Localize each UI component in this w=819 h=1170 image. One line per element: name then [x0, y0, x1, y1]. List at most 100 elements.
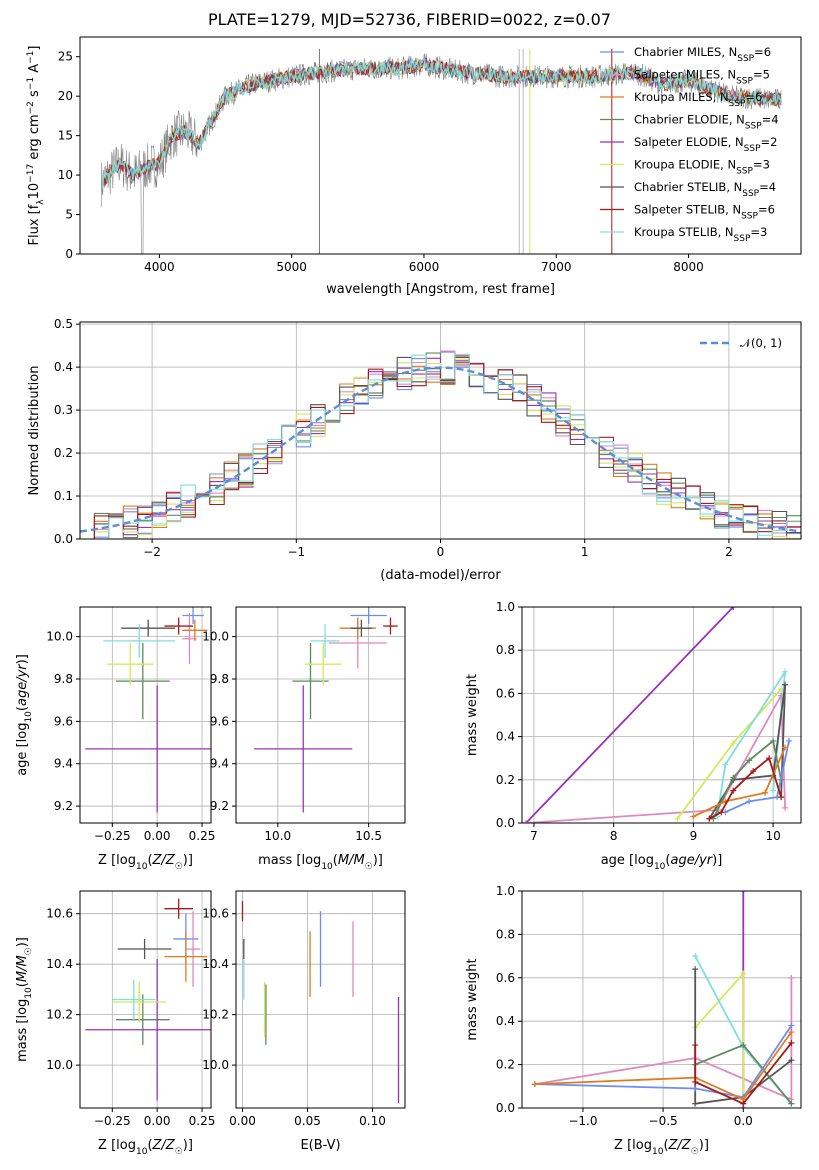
- y-tick-label: 0.5: [54, 317, 73, 331]
- weight-marker-kroupa_elodie: [740, 970, 747, 977]
- weight-line-chabrier_miles: [724, 740, 790, 814]
- x-axis-label: Z [log10(Z/Z☉)]: [98, 1138, 193, 1157]
- y-tick-label: 0.0: [496, 1101, 515, 1115]
- chart-spectrum: 4000 5000 6000 7000 8000 0 5 10 15 20 25 Chabrier M…: [26, 36, 802, 297]
- weight-line-kroupa_miles: [534, 1031, 793, 1101]
- legend-entry: Kroupa ELODIE, NSSP=3: [634, 158, 770, 177]
- weight-marker-kroupa_miles: [690, 813, 697, 820]
- weight-marker-kroupa_miles: [788, 1029, 795, 1036]
- weight-marker-kroupa_miles: [531, 1081, 538, 1088]
- y-tick-label: 9.6: [210, 714, 229, 728]
- normal-curve: [80, 366, 801, 533]
- legend-entry: 𝒩(0, 1): [740, 336, 782, 350]
- weight-marker-chabrier_miles: [788, 1022, 795, 1029]
- weight-marker-kroupa_elodie: [730, 740, 737, 747]
- y-tick-label: 9.2: [54, 799, 73, 813]
- x-axis-label: Z [log10(Z/Z☉)]: [98, 853, 193, 872]
- y-tick-label: 10.2: [202, 1008, 229, 1022]
- y-tick-label: 10.0: [46, 1058, 73, 1072]
- y-tick-label: 9.8: [210, 672, 229, 686]
- y-tick-label: 10.4: [202, 957, 229, 971]
- x-tick-label: 10.0: [264, 829, 291, 843]
- x-axis-label: mass [log10(M/M☉)]: [258, 853, 383, 872]
- y-tick-label: 10.0: [46, 630, 73, 644]
- weight-marker-kroupa_stelib: [782, 668, 789, 675]
- x-axis-label: Z [log10(Z/Z☉)]: [614, 1138, 709, 1157]
- y-axis-label: mass [log10(M/M☉)]: [15, 937, 34, 1062]
- y-tick-label: 0.8: [496, 643, 515, 657]
- x-tick-label: 5000: [276, 260, 307, 274]
- plot-area: [80, 891, 211, 1108]
- y-tick-label: 0.2: [54, 446, 73, 460]
- y-axis-label: age [log10(age/yr)]: [15, 654, 34, 776]
- x-tick-label: 0: [437, 545, 445, 559]
- x-axis-label: age [log10(age/yr)]: [601, 853, 723, 872]
- weight-marker-kroupa_stelib: [692, 953, 699, 960]
- x-tick-label: 0.0: [734, 1114, 753, 1128]
- x-tick-label: 2: [725, 545, 733, 559]
- legend-entry: Chabrier ELODIE, NSSP=4: [634, 113, 779, 132]
- axes-frame: [79, 606, 212, 824]
- weight-line-chabrier_stelib: [708, 684, 786, 820]
- chart-age_vs_Z: −0.25 0.00 0.25 9.2 9.4 9.6 9.8 10.0 Z [log10(Z/…: [15, 606, 216, 872]
- weight-marker-chabrier_elodie: [770, 737, 777, 744]
- weight-marker-kroupa_stelib: [770, 787, 777, 794]
- y-tick-label: 10.4: [46, 957, 73, 971]
- axes-frame: [235, 890, 406, 1109]
- y-tick-label: 25: [58, 50, 73, 64]
- x-tick-label: −0.25: [94, 1114, 131, 1128]
- model-spectrum-kroupa_stelib: [101, 57, 782, 189]
- x-axis-label: E(B-V): [300, 1138, 340, 1153]
- y-tick-label: 10.0: [202, 1058, 229, 1072]
- weight-marker-chabrier_elodie: [730, 774, 737, 781]
- weight-marker-salpeter_stelib: [740, 1100, 747, 1107]
- weight-marker-chabrier_stelib: [692, 966, 699, 973]
- x-tick-label: 0.25: [189, 829, 216, 843]
- weight-line-salpeter_miles: [525, 692, 786, 823]
- weight-marker-salpeter_stelib: [692, 1042, 699, 1049]
- plot-area: [80, 607, 211, 823]
- axes-frame: [521, 890, 802, 1109]
- weight-marker-chabrier_stelib: [782, 681, 789, 688]
- weight-marker-salpeter_stelib: [766, 755, 773, 762]
- x-tick-label: 0.00: [229, 1114, 256, 1128]
- y-tick-label: 10.6: [46, 907, 73, 921]
- weight-marker-chabrier_miles: [692, 1085, 699, 1092]
- y-tick-label: 10.2: [46, 1008, 73, 1022]
- chart-mass_vs_Z: −0.25 0.00 0.25 10.0 10.2 10.4 10.6 Z [log10(Z/…: [15, 890, 216, 1157]
- y-tick-label: 0.1: [54, 489, 73, 503]
- weight-marker-salpeter_stelib: [718, 809, 725, 816]
- plot-area: [236, 607, 405, 823]
- y-tick-label: 0: [65, 247, 73, 261]
- x-tick-label: 0.25: [189, 1114, 216, 1128]
- x-tick-label: −2: [143, 545, 161, 559]
- y-tick-label: 0.6: [496, 686, 515, 700]
- plot-area: [522, 607, 801, 823]
- weight-marker-salpeter_elodie: [740, 891, 747, 894]
- weight-marker-salpeter_stelib: [788, 1039, 795, 1046]
- y-tick-label: 9.2: [210, 799, 229, 813]
- x-tick-label: −0.5: [649, 1114, 678, 1128]
- weight-marker-salpeter_stelib: [750, 768, 757, 775]
- weight-marker-chabrier_miles: [786, 737, 793, 744]
- y-tick-label: 20: [58, 89, 73, 103]
- weight-marker-salpeter_elodie: [730, 607, 737, 610]
- weight-marker-kroupa_miles: [782, 744, 789, 751]
- weight-marker-chabrier_elodie: [746, 757, 753, 764]
- y-tick-label: 9.4: [54, 757, 73, 771]
- histogram-kroupa_stelib: [80, 353, 801, 539]
- x-tick-label: 0.00: [144, 829, 171, 843]
- weight-marker-chabrier_elodie: [740, 1042, 747, 1049]
- y-tick-label: 0.3: [54, 403, 73, 417]
- x-tick-label: 0.05: [294, 1114, 321, 1128]
- y-tick-label: 9.6: [54, 714, 73, 728]
- x-axis-label: (data-model)/error: [380, 568, 501, 583]
- weight-marker-salpeter_miles: [788, 974, 795, 981]
- plot-area: [236, 891, 405, 1108]
- weight-marker-kroupa_miles: [762, 789, 769, 796]
- axes-frame: [79, 36, 802, 255]
- weight-marker-chabrier_miles: [746, 798, 753, 805]
- legend-entry: Salpeter STELIB, NSSP=6: [634, 203, 775, 222]
- x-tick-label: 10.5: [355, 829, 382, 843]
- y-tick-label: 0.6: [496, 971, 515, 985]
